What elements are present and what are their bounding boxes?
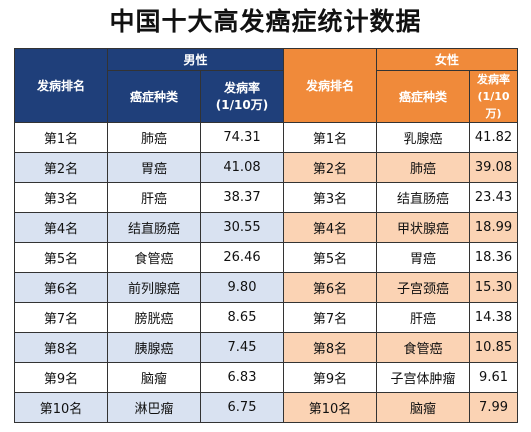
female-rank-cell: 第2名 xyxy=(283,152,378,183)
female-type-cell: 食管癌 xyxy=(376,332,471,363)
male-rank-cell: 第6名 xyxy=(14,272,108,303)
female-rate-header-line1: 发病率 xyxy=(477,73,511,86)
female-rate-cell: 41.82 xyxy=(469,122,519,153)
male-type-cell: 胃癌 xyxy=(107,152,201,183)
female-rank-cell: 第4名 xyxy=(283,212,378,243)
female-type-cell: 肺癌 xyxy=(376,152,471,183)
male-rate-header-line2: (1/10万) xyxy=(215,97,269,112)
male-type-cell: 淋巴瘤 xyxy=(107,392,201,423)
female-type-cell: 乳腺癌 xyxy=(376,122,471,153)
male-rank-cell: 第5名 xyxy=(14,242,108,273)
male-rate-cell: 38.37 xyxy=(199,182,285,213)
male-rank-cell: 第4名 xyxy=(14,212,108,243)
table-row: 第9名 脑瘤 6.83 第9名 子宫体肿瘤 9.61 xyxy=(14,362,519,393)
female-rank-cell: 第6名 xyxy=(283,272,378,303)
male-type-cell: 食管癌 xyxy=(107,242,201,273)
male-type-cell: 肺癌 xyxy=(107,122,201,153)
male-rate-cell: 7.45 xyxy=(199,332,285,363)
female-rate-cell: 18.36 xyxy=(469,242,519,273)
male-type-cell: 胰腺癌 xyxy=(107,332,201,363)
male-rank-cell: 第8名 xyxy=(14,332,108,363)
female-rate-cell: 39.08 xyxy=(469,152,519,183)
female-rank-cell: 第10名 xyxy=(283,392,378,423)
male-rank-cell: 第7名 xyxy=(14,302,108,333)
table-row: 第10名 淋巴瘤 6.75 第10名 脑瘤 7.99 xyxy=(14,392,519,423)
female-rank-cell: 第1名 xyxy=(283,122,378,153)
table-row: 第3名 肝癌 38.37 第3名 结直肠癌 23.43 xyxy=(14,182,519,213)
female-type-header: 癌症种类 xyxy=(376,70,471,123)
female-type-cell: 甲状腺癌 xyxy=(376,212,471,243)
table-row: 第8名 胰腺癌 7.45 第8名 食管癌 10.85 xyxy=(14,332,519,363)
female-rank-cell: 第8名 xyxy=(283,332,378,363)
table-row: 第2名 胃癌 41.08 第2名 肺癌 39.08 xyxy=(14,152,519,183)
male-rank-cell: 第3名 xyxy=(14,182,108,213)
male-group-header: 男性 xyxy=(106,48,285,71)
cancer-stats-table: 发病排名 男性 发病排名 女性 癌症种类 发病率 (1/10万) 癌症种类 发病… xyxy=(14,48,519,423)
female-rate-cell: 15.30 xyxy=(469,272,519,303)
male-rate-cell: 41.08 xyxy=(199,152,285,183)
male-rate-cell: 74.31 xyxy=(199,122,285,153)
male-type-cell: 肝癌 xyxy=(107,182,201,213)
male-rate-cell: 8.65 xyxy=(199,302,285,333)
male-rank-cell: 第2名 xyxy=(14,152,108,183)
female-rank-cell: 第3名 xyxy=(283,182,378,213)
female-rank-cell: 第9名 xyxy=(283,362,378,393)
female-rate-cell: 7.99 xyxy=(469,392,519,423)
female-group-header: 女性 xyxy=(376,48,519,71)
male-type-header: 癌症种类 xyxy=(107,70,201,123)
male-type-cell: 前列腺癌 xyxy=(107,272,201,303)
page-title: 中国十大高发癌症统计数据 xyxy=(109,7,422,36)
male-rate-header-line1: 发病率 xyxy=(224,80,261,95)
female-rate-cell: 14.38 xyxy=(469,302,519,333)
male-rank-cell: 第10名 xyxy=(14,392,108,423)
male-rate-cell: 26.46 xyxy=(199,242,285,273)
male-rate-cell: 6.75 xyxy=(199,392,285,423)
female-rank-header: 发病排名 xyxy=(283,48,378,123)
female-rate-header: 发病率 (1/10万) xyxy=(469,70,519,123)
male-type-cell: 膀胱癌 xyxy=(107,302,201,333)
table-row: 第6名 前列腺癌 9.80 第6名 子宫颈癌 15.30 xyxy=(14,272,519,303)
male-rate-header: 发病率 (1/10万) xyxy=(199,70,285,123)
female-rate-cell: 18.99 xyxy=(469,212,519,243)
female-type-cell: 子宫体肿瘤 xyxy=(376,362,471,393)
table-row: 第7名 膀胱癌 8.65 第7名 肝癌 14.38 xyxy=(14,302,519,333)
female-rank-cell: 第7名 xyxy=(283,302,378,333)
male-rate-cell: 30.55 xyxy=(199,212,285,243)
female-rate-cell: 23.43 xyxy=(469,182,519,213)
female-rate-cell: 9.61 xyxy=(469,362,519,393)
table-row: 第4名 结直肠癌 30.55 第4名 甲状腺癌 18.99 xyxy=(14,212,519,243)
table-row: 第1名 肺癌 74.31 第1名 乳腺癌 41.82 xyxy=(14,122,519,153)
male-rate-cell: 9.80 xyxy=(199,272,285,303)
female-rate-header-line2: (1/10万) xyxy=(477,90,510,120)
female-type-cell: 肝癌 xyxy=(376,302,471,333)
female-type-cell: 胃癌 xyxy=(376,242,471,273)
female-type-cell: 结直肠癌 xyxy=(376,182,471,213)
male-rank-cell: 第1名 xyxy=(14,122,108,153)
table-row: 第5名 食管癌 26.46 第5名 胃癌 18.36 xyxy=(14,242,519,273)
female-rate-cell: 10.85 xyxy=(469,332,519,363)
female-type-cell: 脑瘤 xyxy=(376,392,471,423)
male-rank-header: 发病排名 xyxy=(14,48,108,123)
female-rank-cell: 第5名 xyxy=(283,242,378,273)
male-type-cell: 脑瘤 xyxy=(107,362,201,393)
male-rate-cell: 6.83 xyxy=(199,362,285,393)
male-rank-cell: 第9名 xyxy=(14,362,108,393)
female-type-cell: 子宫颈癌 xyxy=(376,272,471,303)
male-type-cell: 结直肠癌 xyxy=(107,212,201,243)
